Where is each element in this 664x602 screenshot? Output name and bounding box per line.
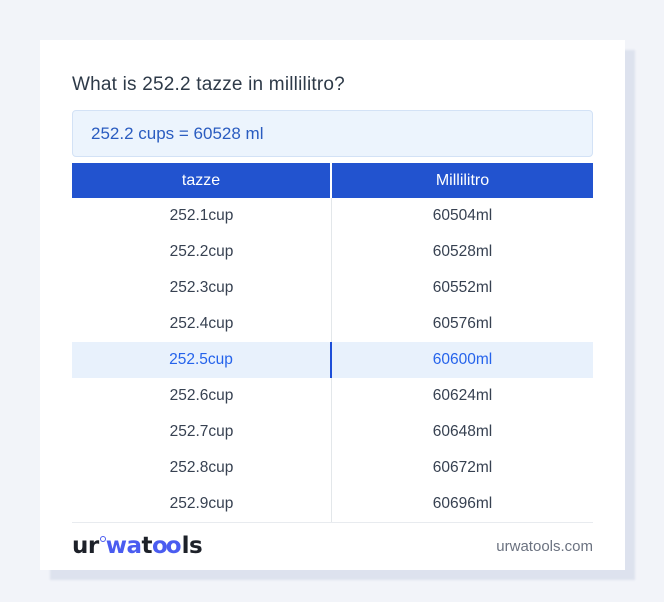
- table-header-tazze: tazze: [72, 163, 332, 198]
- cups-cell: 252.4cup: [72, 306, 332, 342]
- cups-cell: 252.5cup: [72, 342, 332, 378]
- ml-cell: 60528ml: [432, 243, 493, 260]
- ml-cell: 60672ml: [432, 459, 493, 476]
- cups-cell: 252.7cup: [72, 414, 332, 450]
- logo-part-ur: ur: [72, 533, 99, 559]
- cups-cell: 252.6cup: [72, 378, 332, 414]
- ml-cell: 60552ml: [432, 279, 493, 296]
- conversion-table: tazze Millilitro 252.1cup 60504ml 252.2cup…: [72, 163, 593, 523]
- page-title: What is 252.2 tazze in millilitro?: [72, 74, 345, 95]
- cups-cell: 252.2cup: [72, 234, 332, 270]
- table-row[interactable]: 252.1cup 60504ml: [72, 198, 593, 234]
- table-row[interactable]: 252.4cup 60576ml: [72, 306, 593, 342]
- table-row[interactable]: 252.8cup 60672ml: [72, 450, 593, 486]
- logo-part-t: t: [141, 533, 153, 559]
- table-header-millilitro: Millilitro: [332, 163, 593, 198]
- site-domain: urwatools.com: [496, 537, 593, 555]
- ml-cell: 60696ml: [432, 495, 493, 512]
- ml-cell: 60600ml: [432, 351, 493, 368]
- urwatools-logo: ur wa t oo ls: [72, 533, 203, 559]
- table-row[interactable]: 252.5cup 60600ml: [72, 342, 593, 378]
- converter-card: What is 252.2 tazze in millilitro? 252.2…: [40, 40, 625, 570]
- ml-cell: 60648ml: [432, 423, 493, 440]
- logo-part-oo: oo: [152, 533, 182, 559]
- table-row[interactable]: 252.6cup 60624ml: [72, 378, 593, 414]
- table-row[interactable]: 252.9cup 60696ml: [72, 486, 593, 522]
- logo-part-wa: wa: [105, 533, 142, 559]
- table-header-row: tazze Millilitro: [72, 163, 593, 198]
- result-box: 252.2 cups = 60528 ml: [72, 110, 593, 157]
- cups-cell: 252.9cup: [72, 486, 332, 522]
- cups-cell: 252.8cup: [72, 450, 332, 486]
- cups-cell: 252.1cup: [72, 198, 332, 234]
- result-text: 252.2 cups = 60528 ml: [91, 123, 264, 143]
- table-row[interactable]: 252.7cup 60648ml: [72, 414, 593, 450]
- logo-ring-icon: [99, 536, 106, 542]
- table-row[interactable]: 252.2cup 60528ml: [72, 234, 593, 270]
- ml-cell: 60504ml: [432, 207, 493, 224]
- table-row[interactable]: 252.3cup 60552ml: [72, 270, 593, 306]
- table-body: 252.1cup 60504ml 252.2cup 60528ml 252.3cup 60…: [72, 198, 593, 523]
- cups-cell: 252.3cup: [72, 270, 332, 306]
- ml-cell: 60576ml: [432, 315, 493, 332]
- logo-part-ls: ls: [181, 533, 203, 559]
- footer: ur wa t oo ls urwatools.com: [72, 523, 593, 569]
- ml-cell: 60624ml: [432, 387, 493, 404]
